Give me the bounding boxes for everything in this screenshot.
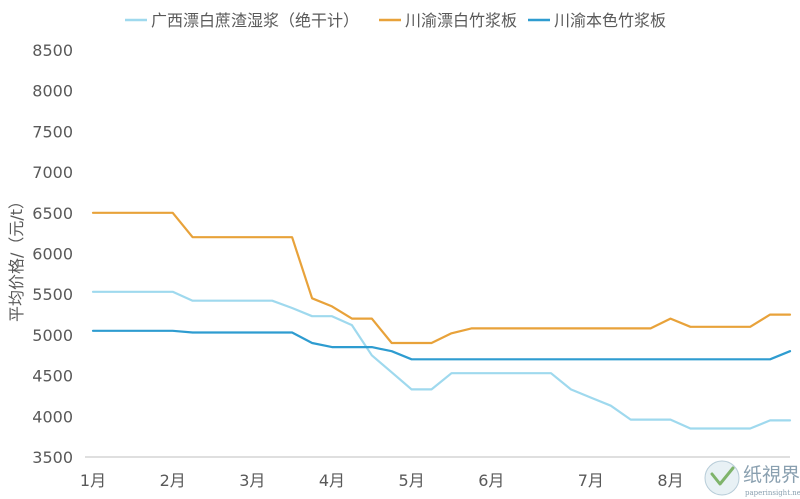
legend: 广西漂白蔗渣湿浆（绝干计） 川渝漂白竹浆板 川渝本色竹浆板 — [125, 11, 666, 30]
y-tick-label: 7500 — [32, 122, 73, 141]
x-tick-label: 6月 — [478, 471, 504, 490]
x-tick-label: 5月 — [399, 471, 425, 490]
y-tick-label: 5500 — [32, 285, 73, 304]
legend-label: 川渝漂白竹浆板 — [405, 11, 517, 30]
series-line-2 — [91, 211, 792, 345]
x-tick-label: 8月 — [657, 471, 683, 490]
series-group — [91, 211, 792, 430]
x-tick-label: 1月 — [80, 471, 106, 490]
series-line-1 — [91, 290, 792, 430]
y-tick-label: 3500 — [32, 448, 73, 467]
checkmark-icon — [710, 466, 735, 486]
x-tick-label: 4月 — [319, 471, 345, 490]
y-tick-label: 5000 — [32, 326, 73, 345]
watermark-emblem-icon — [704, 460, 740, 496]
legend-label: 广西漂白蔗渣湿浆（绝干计） — [151, 11, 359, 30]
y-tick-label: 7000 — [32, 163, 73, 182]
watermark-logo: 纸視界 paperinsight.net — [704, 460, 800, 497]
legend-label: 川渝本色竹浆板 — [554, 11, 666, 30]
series-line-3 — [91, 329, 792, 361]
y-axis-ticks: 3500 4000 4500 5000 5500 6000 6500 7000 7500 8000… — [32, 41, 73, 467]
y-tick-label: 4500 — [32, 367, 73, 386]
y-tick-label: 6000 — [32, 245, 73, 264]
x-axis-ticks: 1月 2月 3月 4月 5月 6月 7月 8月 — [80, 471, 684, 490]
y-axis-label: 平均价格/（元/t） — [7, 193, 26, 322]
watermark-url-text: paperinsight.net — [745, 489, 800, 497]
watermark-logo-text: 纸視界 — [743, 464, 800, 486]
y-tick-label: 8000 — [32, 82, 73, 101]
y-tick-label: 4000 — [32, 407, 73, 426]
y-tick-label: 6500 — [32, 204, 73, 223]
x-tick-label: 3月 — [239, 471, 265, 490]
x-tick-label: 7月 — [578, 471, 604, 490]
y-tick-label: 8500 — [32, 41, 73, 60]
x-tick-label: 2月 — [160, 471, 186, 490]
